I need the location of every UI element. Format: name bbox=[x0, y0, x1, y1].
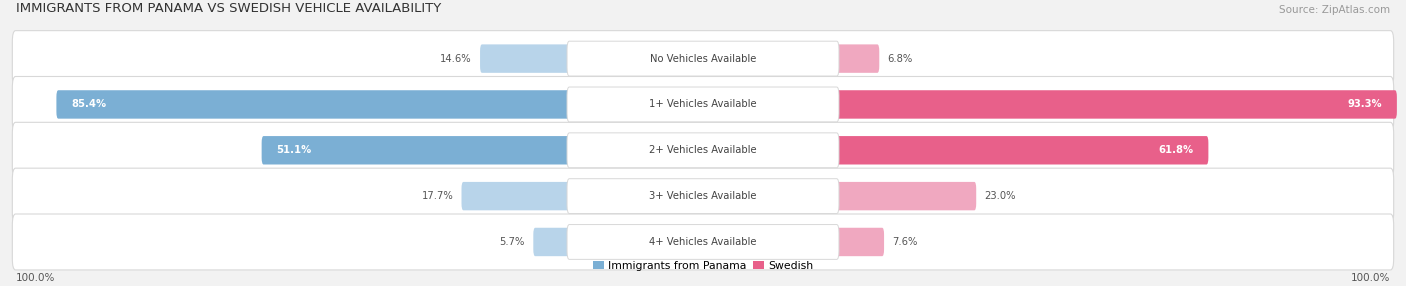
Text: 6.8%: 6.8% bbox=[887, 53, 912, 63]
FancyBboxPatch shape bbox=[13, 122, 1393, 178]
FancyBboxPatch shape bbox=[567, 225, 839, 259]
Text: 3+ Vehicles Available: 3+ Vehicles Available bbox=[650, 191, 756, 201]
Text: 5.7%: 5.7% bbox=[499, 237, 524, 247]
FancyBboxPatch shape bbox=[567, 179, 839, 214]
FancyBboxPatch shape bbox=[13, 31, 1393, 87]
Text: 100.0%: 100.0% bbox=[1351, 273, 1391, 283]
Text: 4+ Vehicles Available: 4+ Vehicles Available bbox=[650, 237, 756, 247]
Text: 93.3%: 93.3% bbox=[1347, 100, 1382, 110]
Text: Source: ZipAtlas.com: Source: ZipAtlas.com bbox=[1279, 5, 1391, 15]
Text: No Vehicles Available: No Vehicles Available bbox=[650, 53, 756, 63]
FancyBboxPatch shape bbox=[835, 182, 976, 210]
FancyBboxPatch shape bbox=[13, 168, 1393, 224]
Text: IMMIGRANTS FROM PANAMA VS SWEDISH VEHICLE AVAILABILITY: IMMIGRANTS FROM PANAMA VS SWEDISH VEHICL… bbox=[15, 2, 440, 15]
FancyBboxPatch shape bbox=[567, 87, 839, 122]
FancyBboxPatch shape bbox=[461, 182, 571, 210]
Text: 7.6%: 7.6% bbox=[893, 237, 918, 247]
Text: 61.8%: 61.8% bbox=[1159, 145, 1194, 155]
FancyBboxPatch shape bbox=[479, 44, 571, 73]
FancyBboxPatch shape bbox=[835, 44, 879, 73]
Text: 17.7%: 17.7% bbox=[422, 191, 453, 201]
FancyBboxPatch shape bbox=[262, 136, 571, 164]
Text: 2+ Vehicles Available: 2+ Vehicles Available bbox=[650, 145, 756, 155]
FancyBboxPatch shape bbox=[567, 41, 839, 76]
Text: 1+ Vehicles Available: 1+ Vehicles Available bbox=[650, 100, 756, 110]
FancyBboxPatch shape bbox=[835, 136, 1208, 164]
Text: 23.0%: 23.0% bbox=[984, 191, 1017, 201]
Legend: Immigrants from Panama, Swedish: Immigrants from Panama, Swedish bbox=[589, 257, 817, 275]
Text: 14.6%: 14.6% bbox=[440, 53, 472, 63]
Text: 100.0%: 100.0% bbox=[15, 273, 55, 283]
FancyBboxPatch shape bbox=[13, 76, 1393, 132]
FancyBboxPatch shape bbox=[56, 90, 571, 119]
FancyBboxPatch shape bbox=[835, 228, 884, 256]
FancyBboxPatch shape bbox=[567, 133, 839, 168]
FancyBboxPatch shape bbox=[835, 90, 1398, 119]
FancyBboxPatch shape bbox=[533, 228, 571, 256]
FancyBboxPatch shape bbox=[13, 214, 1393, 270]
Text: 51.1%: 51.1% bbox=[277, 145, 312, 155]
Text: 85.4%: 85.4% bbox=[72, 100, 107, 110]
